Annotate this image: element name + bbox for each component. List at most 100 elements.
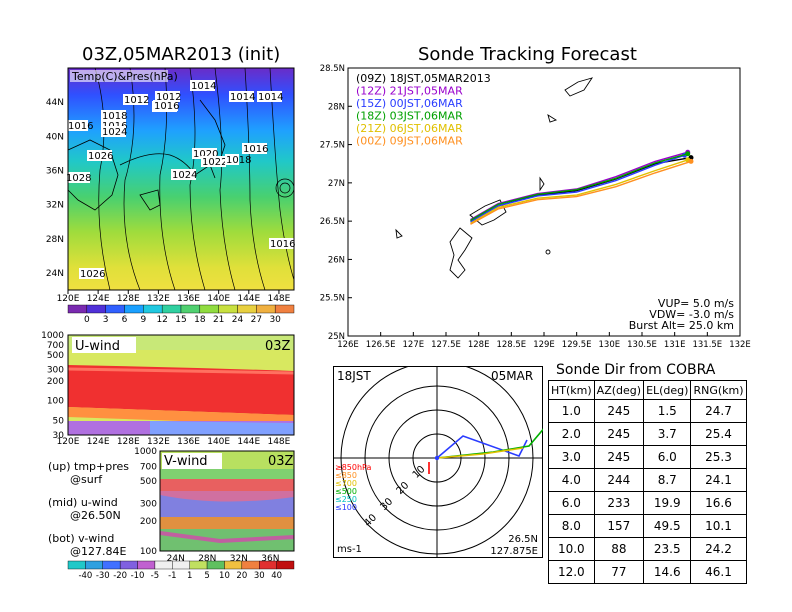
lon-tick-label: 144E [237,294,260,304]
tracking-map: (09Z) 18JST,05MAR2013(12Z) 21JST,05MAR(1… [320,64,751,350]
colorbar-swatch [224,560,243,570]
lon-tick-label: 131E [664,340,686,350]
table-cell: 6.0 [643,445,692,469]
table-row: 10.0 88 23.5 24.2 [548,537,747,561]
track-series-line [470,159,688,225]
table-cell: 8.0 [548,514,595,538]
v-wind-p-ticks: 100 200 300 500 700 1000 [134,447,157,557]
svg-text:1024: 1024 [102,127,127,138]
colorbar-swatch [259,560,277,570]
table-cell: 14.6 [643,560,692,584]
colorbar-label: 24 [232,315,244,325]
lon-tick-label: 132E [147,437,170,445]
colorbar-label: 3 [103,315,109,325]
svg-text:1024: 1024 [172,170,197,181]
colorbar-label: 1 [187,571,192,581]
legend-entry: (15Z) 00JST,06MAR [356,97,463,110]
lon-tick-label: 128E [117,294,140,304]
colorbar-swatch [119,560,138,570]
lon-tick-label: 130.5E [627,340,657,350]
lon-tick-label: 140E [207,294,230,304]
colorbar-label: 0 [84,315,90,325]
sonde-table-header: HT(km) AZ(deg) EL(deg) RNG(km) [548,380,747,400]
pressure-tick-label: 1000 [134,447,157,457]
legend-entry: (12Z) 21JST,05MAR [356,85,463,98]
lon-tick-label: 130E [599,340,621,350]
polar-pos-lat: 26.5N [508,534,538,545]
v-wind-label: V-wind [164,454,208,469]
note-mid-2: @26.50N [70,509,121,522]
svg-text:1026: 1026 [80,269,105,280]
polar-pos-lon: 127.875E [490,546,538,557]
lon-tick-label: 132E [729,340,751,350]
lat-tick-label: 27N [328,179,345,189]
lon-tick-label: 126E [337,340,359,350]
overlay-label: Temp(C)&Pres(hPa) [71,70,178,83]
lon-tick-label: 120E [57,294,80,304]
track-end-point [688,158,694,164]
svg-text:1012: 1012 [124,95,149,106]
table-cell: 244 [593,468,645,492]
tracking-legend: (09Z) 18JST,05MAR2013(12Z) 21JST,05MAR(1… [356,72,491,148]
table-cell: 4.0 [548,468,595,492]
table-cell: 10.1 [690,514,747,538]
colorbar-swatch [199,304,219,314]
colorbar-swatch [102,560,121,570]
lon-tick-label: 124E [87,437,110,445]
lat-tick-label: 24N [167,554,185,564]
lon-tick-label: 144E [237,437,260,445]
lon-tick-label: 126.5E [366,340,396,350]
track-series-line [470,154,685,223]
svg-text:1014: 1014 [191,81,216,92]
lon-tick-label: 128E [117,437,140,445]
pressure-tick-label: 50 [53,416,65,426]
pressure-tick-label: 700 [140,462,157,472]
legend-entry: (09Z) 18JST,05MAR2013 [356,72,491,85]
svg-text:1028: 1028 [66,173,91,184]
table-cell: 19.9 [643,491,692,515]
lon-tick-label: 127E [403,340,425,350]
u-wind-lon-ticks: 120E 124E 128E 132E 136E 140E 144E 148E [57,437,291,445]
note-mid-1: (mid) u-wind [48,496,118,509]
u-wind-label: U-wind [75,339,120,354]
lat-tick-label: 26.5N [320,217,345,227]
lon-tick-label: 128.5E [496,340,526,350]
lon-tick-label: 136E [177,294,200,304]
lat-tick-label: 36N [46,166,64,176]
svg-text:1016: 1016 [243,144,268,155]
svg-text:1018: 1018 [226,155,251,166]
svg-text:1014: 1014 [258,92,283,103]
colorbar-swatch [67,304,88,314]
lon-tick-label: 136E [177,437,200,445]
sonde-table-title: Sonde Dir from COBRA [556,362,716,378]
tracking-title: Sonde Tracking Forecast [418,44,637,65]
colorbar-label: 6 [122,315,128,325]
table-row: 8.0 157 49.5 10.1 [548,514,747,538]
colorbar-label: 30 [254,571,265,581]
v-wind-panel: V-wind 03Z 100 200 300 500 700 1000 24N 28N 32N… [134,447,295,564]
lon-tick-label: 129.5E [562,340,592,350]
colorbar-swatch [161,304,182,314]
table-cell: 25.4 [690,422,747,446]
svg-text:1016: 1016 [270,239,295,250]
table-cell: 49.5 [643,514,692,538]
colorbar-swatch [189,560,208,570]
lat-tick-label: 28.5N [320,64,345,74]
note-bot-1: (bot) v-wind [48,532,115,545]
svg-text:1016: 1016 [154,101,179,112]
colorbar-label: -20 [113,571,127,581]
lat-tick-label: 32N [46,201,64,211]
colorbar-label: -40 [78,571,92,581]
table-row: 1.0 245 1.5 24.7 [548,399,747,423]
temp-colorbar: 0 3 6 9 12 15 18 21 24 27 30 [67,304,295,325]
lat-tick-label: 25N [328,332,345,342]
tracking-lat-ticks: 25N 25.5N 26N 26.5N 27N 27.5N 28N 28.5N [320,64,352,342]
colorbar-label: 9 [140,315,146,325]
colorbar-label: 18 [194,315,206,325]
temp-map: 1012 1012 1014 1014 1016 1018 1016 1014 … [46,67,295,325]
lat-tick-label: 24N [46,269,64,279]
colorbar-swatch [206,560,225,570]
temp-map-lat-ticks: 24N 28N 32N 36N 40N 44N [46,98,64,279]
